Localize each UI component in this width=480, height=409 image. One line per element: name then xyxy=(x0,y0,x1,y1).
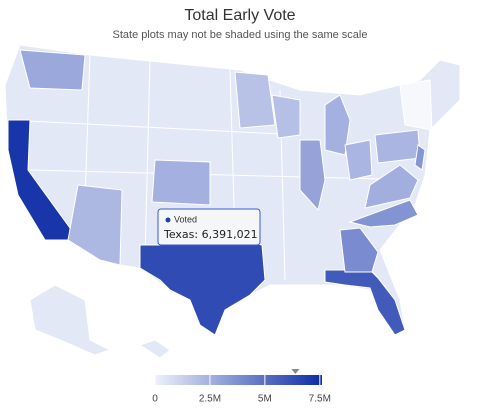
legend-label: 7.5M xyxy=(309,394,331,405)
state xyxy=(151,159,211,206)
legend-label: 5M xyxy=(258,394,272,405)
state xyxy=(324,269,406,336)
state xyxy=(19,49,86,91)
title: Total Early Vote xyxy=(184,7,295,24)
state xyxy=(374,129,421,164)
tooltip-series: Voted xyxy=(174,214,197,224)
tooltip-dot xyxy=(165,217,171,223)
tooltip-box xyxy=(157,208,261,246)
tooltip: Voted Texas: 6,391,021 xyxy=(157,208,261,246)
color-bar xyxy=(155,375,322,385)
state xyxy=(271,94,301,139)
tooltip-label: Texas: 6,391,021 xyxy=(163,228,258,241)
legend-label: 0 xyxy=(152,394,158,405)
state xyxy=(324,94,351,156)
state xyxy=(299,139,326,212)
legend-marker xyxy=(291,369,300,374)
subtitle: State plots may not be shaded using the … xyxy=(113,29,368,41)
state xyxy=(348,199,419,228)
state xyxy=(344,139,373,181)
state xyxy=(339,227,379,273)
state xyxy=(67,184,123,266)
state xyxy=(234,71,276,129)
legend-label: 2.5M xyxy=(199,394,221,405)
state xyxy=(364,164,419,209)
state xyxy=(414,144,426,171)
